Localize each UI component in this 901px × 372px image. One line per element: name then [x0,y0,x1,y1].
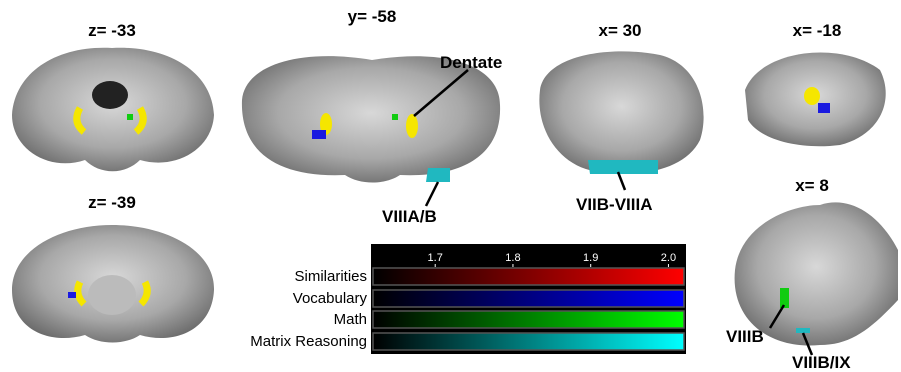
slice-z-33 [12,48,214,171]
panel-label: x= 30 [598,21,641,40]
panel-label: z= -33 [88,21,136,40]
colorbar-row [373,268,684,285]
colorbar-tick-label: 1.8 [505,252,520,264]
annotation: VIIIB [726,327,764,346]
panel-label: x= 8 [795,176,829,195]
slice-z-39 [12,225,214,343]
colorbar-row-label: Matrix Reasoning [250,333,367,350]
colorbar-tick-label: 2.0 [661,252,676,264]
slice-x-18 [745,53,886,147]
annotation: Dentate [440,53,502,72]
figure: z= -33 y= -58 x= 30 x= -18 z= -39 x= 8 D… [0,0,901,372]
colorbar-row [373,333,684,350]
colorbar-row-label: Math [334,311,367,328]
colorbar-tick-label: 1.9 [583,252,598,264]
colorbar-tick-label: 1.7 [428,252,443,264]
colorbar-row [373,290,684,307]
colorbar-row-label: Similarities [294,268,367,285]
annotation: VIIIA/B [382,207,437,226]
colorbar-row [373,311,684,328]
annotation: VIIB-VIIIA [576,195,653,214]
slice-x30 [539,51,703,174]
panel-label: x= -18 [793,21,842,40]
panel-label: y= -58 [348,7,397,26]
panel-label: z= -39 [88,193,136,212]
slice-x8 [735,202,898,345]
annotation: VIIIB/IX [792,353,851,372]
colorbar-row-label: Vocabulary [293,290,368,307]
